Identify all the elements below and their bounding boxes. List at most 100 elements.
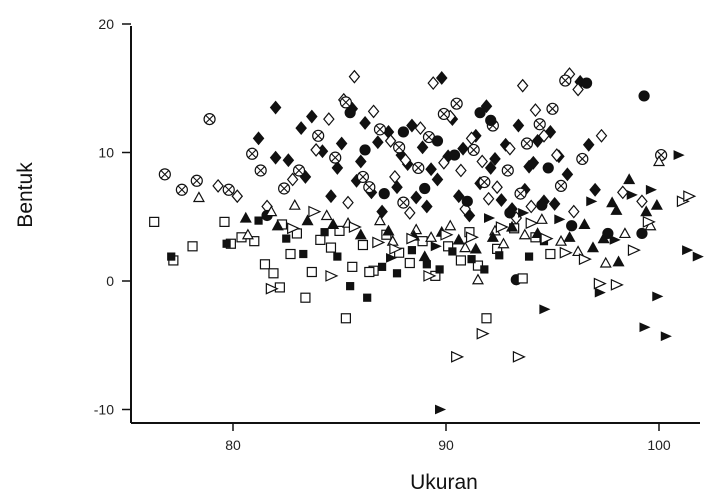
open-square-point	[517, 273, 528, 284]
filled-right-triangle-point	[386, 252, 398, 263]
filled-square-point	[299, 249, 308, 259]
open-right-triangle-point	[325, 269, 339, 282]
filled-triangle-point	[239, 211, 252, 223]
filled-right-triangle-point	[645, 184, 657, 195]
open-square-point	[274, 282, 285, 293]
filled-square-point	[422, 260, 431, 269]
filled-square-point	[435, 265, 444, 274]
filled-diamond-point	[325, 189, 337, 204]
data-points	[149, 67, 704, 415]
open-triangle-point	[497, 237, 510, 249]
filled-square-point	[222, 239, 231, 248]
filled-right-triangle-point	[652, 291, 664, 302]
filled-diamond-point	[421, 199, 433, 214]
open-diamond-point	[427, 76, 440, 91]
open-triangle-point	[652, 155, 666, 167]
filled-triangle-point	[531, 227, 544, 239]
open-right-triangle-point	[348, 221, 362, 233]
filled-square-point	[378, 262, 387, 271]
circle-cross-point	[533, 118, 546, 131]
open-right-triangle-point	[372, 236, 386, 249]
filled-right-triangle-point	[594, 287, 606, 298]
circle-cross-point	[559, 74, 572, 87]
open-right-triangle-point	[451, 350, 465, 363]
circle-cross-point	[356, 170, 370, 184]
filled-square-point	[346, 282, 355, 291]
filled-square-point	[524, 252, 534, 261]
open-diamond-point	[367, 104, 380, 119]
filled-triangle-point	[650, 198, 663, 210]
filled-right-triangle-point	[539, 304, 551, 315]
filled-diamond-point	[561, 167, 574, 182]
open-square-point	[315, 234, 326, 245]
filled-circle-point	[636, 227, 648, 240]
circle-cross-point	[373, 123, 387, 136]
filled-circle-point	[461, 195, 473, 207]
open-triangle-point	[425, 231, 438, 242]
open-diamond-point	[568, 204, 580, 219]
open-diamond-point	[414, 121, 427, 136]
open-diamond-point	[231, 189, 244, 204]
circle-cross-point	[203, 112, 216, 126]
open-right-triangle-point	[287, 222, 301, 235]
open-right-triangle-point	[593, 277, 607, 290]
filled-circle-point	[397, 126, 409, 138]
open-diamond-point	[525, 199, 537, 214]
filled-diamond-point	[269, 100, 282, 115]
open-diamond-point	[323, 112, 335, 127]
open-square-point	[306, 266, 317, 278]
filled-circle-point	[359, 144, 371, 156]
open-diamond-point	[342, 195, 354, 210]
open-right-triangle-point	[495, 221, 509, 233]
filled-triangle-point	[623, 173, 636, 185]
circle-cross-point	[292, 164, 306, 177]
open-right-triangle-point	[389, 242, 403, 255]
filled-square-point	[254, 216, 263, 225]
open-triangle-point	[444, 219, 457, 231]
filled-square-point	[392, 269, 402, 278]
filled-square-point	[282, 234, 291, 243]
filled-triangle-point	[452, 233, 465, 245]
open-diamond-point	[399, 153, 412, 168]
open-triangle-point	[599, 256, 612, 268]
filled-diamond-point	[527, 155, 540, 170]
filled-triangle-point	[354, 228, 367, 240]
open-right-triangle-point	[578, 253, 592, 266]
open-diamond-point	[617, 185, 629, 200]
circle-cross-point	[393, 141, 406, 154]
filled-diamond-point	[431, 172, 444, 187]
open-square-point	[325, 242, 337, 253]
open-right-triangle-point	[512, 350, 526, 363]
open-triangle-point	[618, 227, 631, 239]
filled-circle-point	[419, 182, 431, 195]
filled-triangle-point	[327, 218, 340, 230]
open-diamond-point	[476, 154, 488, 169]
circle-cross-point	[254, 164, 267, 177]
filled-diamond-point	[589, 182, 601, 197]
open-diamond-point	[529, 103, 542, 118]
open-square-point	[249, 236, 260, 247]
filled-diamond-point	[512, 118, 525, 133]
open-diamond-point	[455, 163, 467, 178]
open-diamond-point	[310, 142, 322, 157]
open-diamond-point	[550, 148, 563, 163]
filled-square-point	[448, 247, 457, 256]
circle-cross-point	[329, 151, 342, 164]
open-right-triangle-point	[642, 215, 656, 228]
circle-cross-point	[339, 96, 352, 109]
filled-diamond-point	[457, 141, 469, 156]
open-square-point	[404, 257, 415, 269]
open-diamond-point	[538, 128, 550, 143]
filled-right-triangle-point	[660, 331, 672, 342]
open-right-triangle-point	[440, 228, 454, 241]
filled-right-triangle-point	[639, 322, 651, 333]
circle-cross-point	[501, 164, 514, 177]
open-triangle-point	[265, 205, 278, 217]
filled-square-point	[320, 228, 329, 237]
y-tick-label: -10	[94, 402, 114, 418]
open-square-point	[219, 216, 230, 227]
filled-right-triangle-point	[682, 245, 694, 256]
filled-diamond-point	[372, 135, 384, 150]
open-right-triangle-point	[627, 244, 641, 257]
